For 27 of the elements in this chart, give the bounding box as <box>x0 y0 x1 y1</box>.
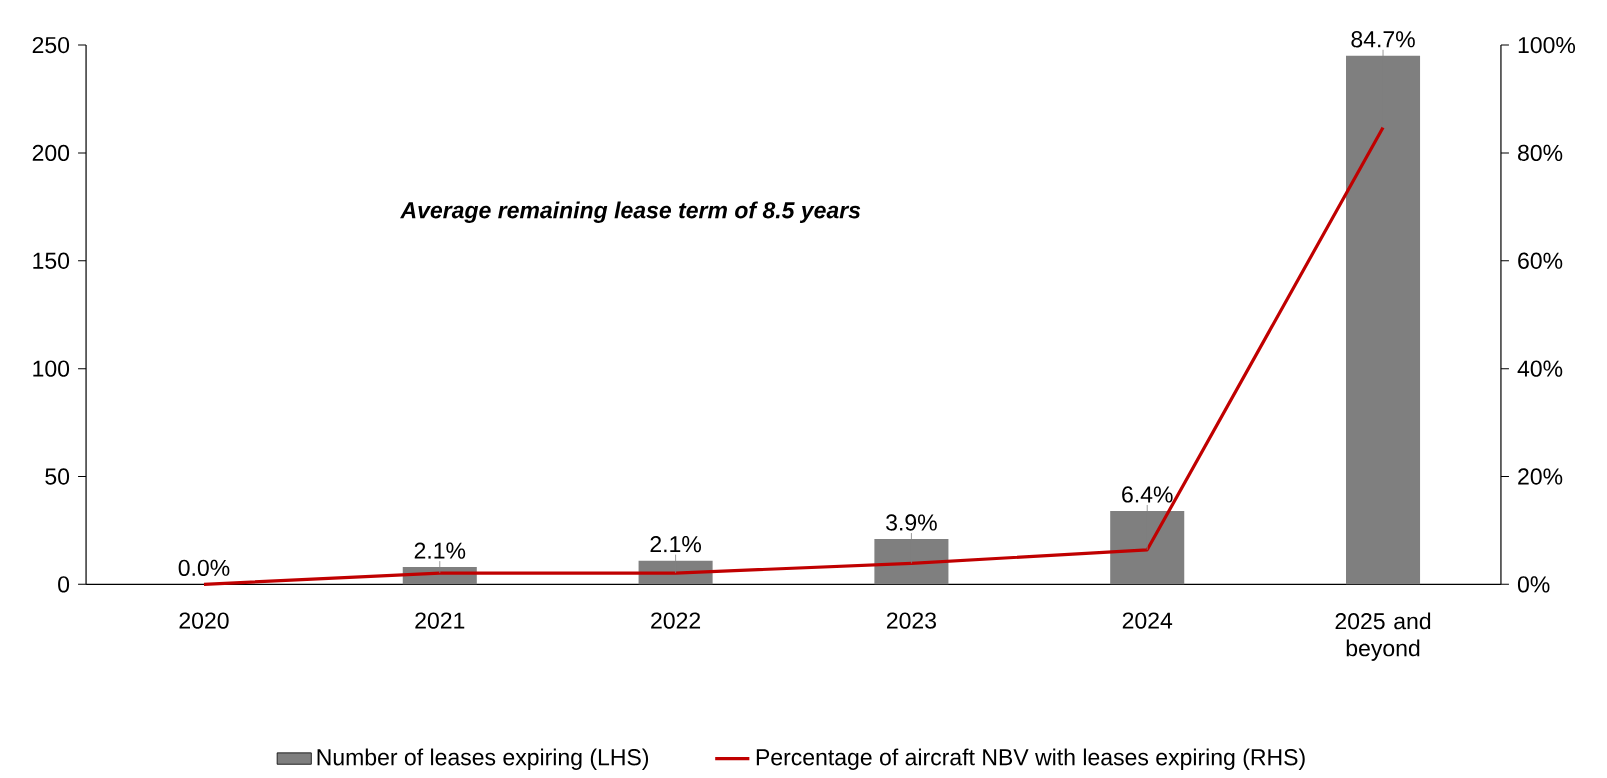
annotation: Average remaining lease term of 8.5 years <box>400 201 861 223</box>
data-label: 0.0% <box>178 559 230 576</box>
data-label: 2.1% <box>650 535 702 552</box>
data-label: 84.7% <box>1351 30 1415 48</box>
y2-tick-label: 40% <box>1517 360 1563 377</box>
y-tick-label: 150 <box>33 252 70 269</box>
y2-tick-label: 60% <box>1518 252 1563 269</box>
y-tick-label: 50 <box>45 468 70 485</box>
y-tick-label: 250 <box>32 36 70 53</box>
y-tick-label: 100 <box>33 360 70 377</box>
data-label: 6.4% <box>1122 486 1173 503</box>
x-tick-label: 2022 <box>651 612 701 629</box>
y-tick-label: 0 <box>58 575 70 593</box>
y2-tick-label: 20% <box>1518 468 1563 485</box>
data-label: 2.1% <box>414 542 466 559</box>
legend-label: Number of leases expiring (LHS) <box>317 748 649 770</box>
y2-tick-label: 100% <box>1518 36 1576 53</box>
y2-tick-label: 80% <box>1518 144 1563 161</box>
y2-tick-label: 0% <box>1517 575 1550 593</box>
x-tick-label: 2024 <box>1122 612 1173 629</box>
y-tick-label: 200 <box>32 144 70 161</box>
x-tick-label: 2025 and beyond <box>1335 612 1431 661</box>
x-tick-label: 2020 <box>179 612 229 629</box>
legend-label: Percentage of aircraft NBV with leases expiring (RHS) <box>756 748 1305 770</box>
x-tick-label: 2021 <box>415 612 465 629</box>
x-tick-label: 2023 <box>886 612 936 629</box>
data-label: 3.9% <box>886 514 937 531</box>
